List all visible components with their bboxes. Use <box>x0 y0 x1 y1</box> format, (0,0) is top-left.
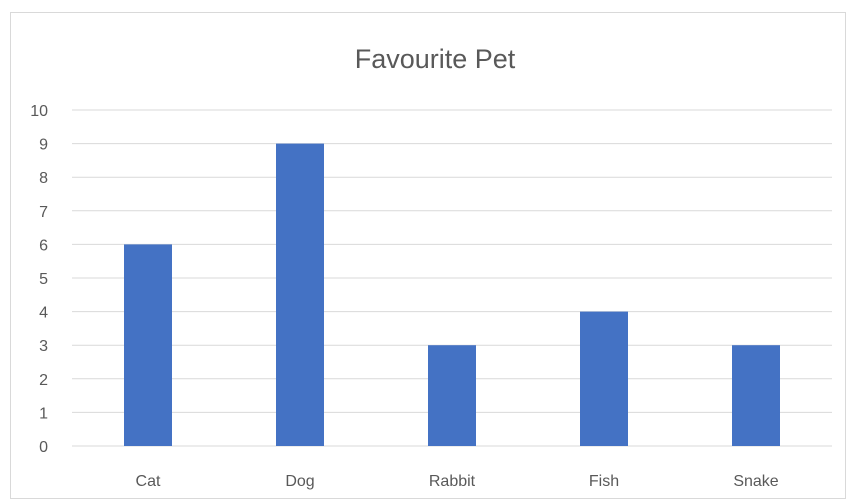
x-tick-label-dog: Dog <box>285 473 314 490</box>
x-axis-tick-labels: Cat Dog Rabbit Fish Snake <box>136 473 779 490</box>
y-tick-label: 7 <box>39 204 48 221</box>
bars <box>124 143 780 446</box>
y-tick-label: 5 <box>39 271 48 288</box>
bar-snake <box>732 345 780 446</box>
gridlines <box>72 109 832 447</box>
y-axis-tick-labels: 0 1 2 3 4 5 6 7 8 9 10 <box>30 103 48 456</box>
x-tick-label-cat: Cat <box>136 473 161 490</box>
bar-cat <box>124 244 172 446</box>
y-tick-label: 6 <box>39 237 48 254</box>
y-tick-label: 3 <box>39 338 48 355</box>
chart-title: Favourite Pet <box>355 44 516 74</box>
x-tick-label-snake: Snake <box>733 473 778 490</box>
y-tick-label: 4 <box>39 305 48 322</box>
bar-fish <box>580 311 628 446</box>
x-tick-label-fish: Fish <box>589 473 619 490</box>
bar-rabbit <box>428 345 476 446</box>
bar-dog <box>276 143 324 446</box>
x-tick-label-rabbit: Rabbit <box>429 473 476 490</box>
y-tick-label: 2 <box>39 372 48 389</box>
y-tick-label: 8 <box>39 170 48 187</box>
y-tick-label: 1 <box>39 405 48 422</box>
y-tick-label: 0 <box>39 439 48 456</box>
y-tick-label: 9 <box>39 137 48 154</box>
y-tick-label: 10 <box>30 103 48 120</box>
